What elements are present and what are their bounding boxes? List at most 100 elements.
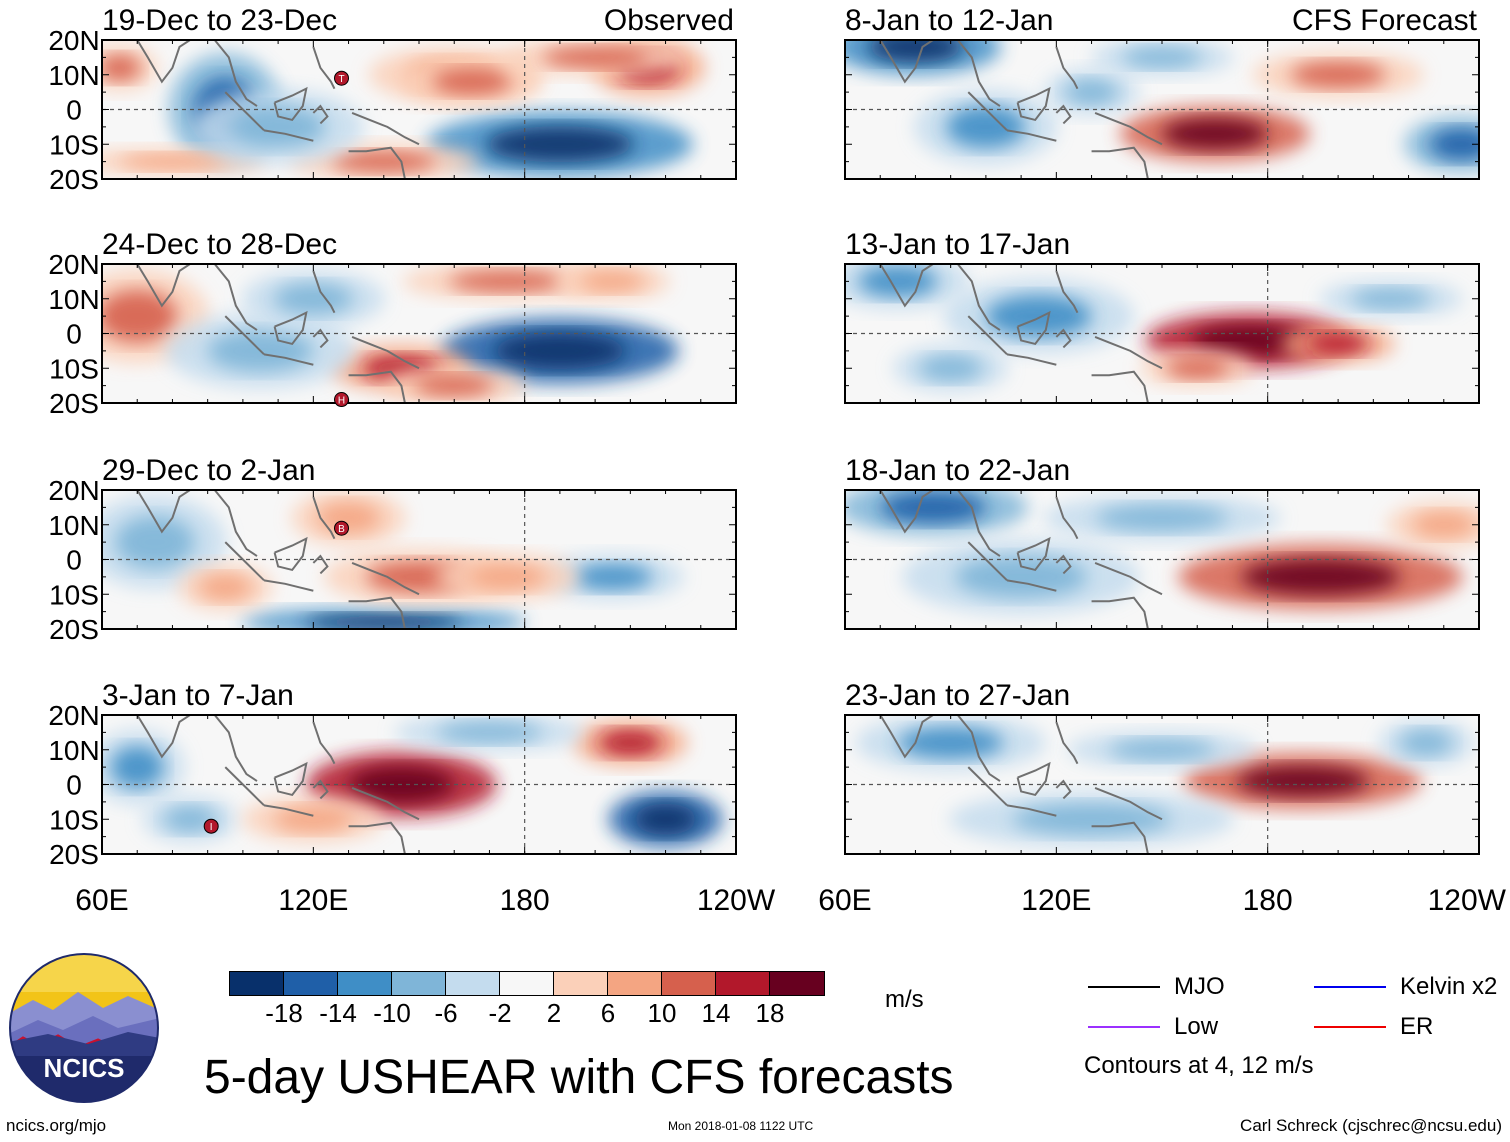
coastline — [263, 129, 314, 142]
y-tick-label: 10S — [49, 579, 99, 610]
y-tick-label: 20S — [49, 614, 99, 645]
legend-line-er — [1314, 1026, 1386, 1028]
coastline — [312, 496, 336, 540]
coastline — [879, 715, 935, 759]
colorbar-tick-label: -6 — [434, 998, 458, 1028]
coastline — [1094, 787, 1163, 821]
panel-period: 23-Jan to 27-Jan — [845, 679, 1070, 712]
coastline — [1006, 129, 1057, 142]
colorbar-tick-label: 14 — [701, 998, 731, 1028]
shear-core — [414, 375, 494, 397]
coastline — [1055, 46, 1079, 90]
shear-core — [110, 746, 164, 788]
shear-core — [946, 106, 1026, 148]
shear-core — [633, 803, 698, 835]
legend-line-low — [1088, 1026, 1160, 1028]
y-tick-label: 10S — [49, 353, 99, 384]
y-tick-label: 20S — [49, 839, 99, 870]
colorbar-tick-label: -2 — [488, 998, 512, 1028]
coastline — [312, 104, 329, 125]
storm-letter: I — [210, 822, 213, 833]
legend-item-low: Low — [1088, 1012, 1218, 1042]
colorbar-tick-label: 6 — [600, 998, 616, 1028]
panel-group-label: CFS Forecast — [1292, 4, 1478, 37]
coastline — [348, 146, 406, 179]
coastline — [967, 766, 1008, 807]
colorbar-swatch — [338, 972, 392, 995]
coastline — [1094, 562, 1163, 596]
coastline — [956, 40, 1001, 107]
shear-core — [1165, 357, 1229, 379]
y-tick-label: 20N — [48, 249, 99, 280]
coastline — [351, 562, 420, 596]
shear-core — [1162, 118, 1268, 150]
shear-core — [273, 283, 353, 315]
coastline — [136, 490, 192, 534]
legend-item-er: ER — [1314, 1012, 1433, 1042]
footer-timestamp: Mon 2018-01-08 1122 UTC — [668, 1119, 814, 1133]
coastline — [136, 715, 192, 759]
coastline — [348, 821, 406, 854]
coastline — [348, 596, 406, 629]
coastline — [263, 579, 314, 592]
coastline — [213, 490, 258, 557]
colorbar-tick-label: 10 — [647, 998, 677, 1028]
shear-core — [273, 806, 353, 833]
coastline — [213, 40, 258, 107]
ncics-logo: NCICS — [9, 953, 159, 1103]
coastline — [273, 86, 308, 122]
shear-core — [163, 806, 217, 833]
storm-letter: B — [338, 524, 345, 535]
coastline — [224, 315, 265, 356]
y-tick-label: 20N — [48, 475, 99, 506]
shear-core — [432, 68, 512, 95]
shear-core — [1412, 511, 1476, 538]
y-tick-label: 0 — [66, 545, 82, 576]
x-tick-label: 120E — [1021, 884, 1091, 917]
shear-core — [198, 574, 252, 601]
shear-core — [467, 563, 547, 590]
coastline — [273, 536, 308, 572]
coastline — [1091, 596, 1149, 629]
coastline — [224, 766, 265, 807]
coastline — [1016, 310, 1051, 346]
legend-line-mjo — [1088, 986, 1160, 988]
x-tick-label: 180 — [500, 884, 550, 917]
colorbar-swatch — [446, 972, 500, 995]
panel-period: 3-Jan to 7-Jan — [102, 679, 294, 712]
shear-core — [985, 295, 1092, 337]
shear-core — [880, 491, 986, 524]
y-tick-label: 20N — [48, 25, 99, 56]
y-tick-label: 10N — [48, 284, 99, 315]
footer-url[interactable]: ncics.org/mjo — [6, 1116, 107, 1135]
shear-core — [102, 54, 141, 81]
colorbar-swatch — [716, 972, 770, 995]
coastline — [1055, 270, 1079, 314]
coastline — [273, 761, 308, 797]
coastline — [1016, 86, 1051, 122]
legend-item-kelvin: Kelvin x2 — [1314, 972, 1497, 1002]
coastline — [1006, 804, 1057, 817]
colorbar-tick-label: -14 — [319, 998, 357, 1028]
shear-core — [1351, 288, 1431, 310]
x-tick-label: 60E — [75, 884, 128, 917]
x-tick-label: 180 — [1243, 884, 1293, 917]
shear-core — [955, 556, 1088, 598]
shear-core — [1399, 729, 1453, 756]
shear-core — [1191, 324, 1309, 357]
y-tick-label: 20S — [49, 164, 99, 195]
coastline — [1091, 821, 1149, 854]
coastline — [213, 264, 258, 331]
shear-core — [115, 516, 195, 569]
chart-title: 5-day USHEAR with CFS forecasts — [204, 1051, 954, 1104]
colorbar-swatch — [230, 972, 284, 995]
y-tick-label: 0 — [66, 770, 82, 801]
panel: 8-Jan to 12-Jan CFS Forecast — [844, 4, 1480, 180]
coastline — [312, 779, 329, 800]
storm-marker — [334, 70, 350, 86]
coastline — [213, 715, 258, 782]
panel-period: 19-Dec to 23-Dec — [102, 4, 337, 37]
shear-core — [304, 614, 464, 629]
coastline — [312, 46, 336, 90]
